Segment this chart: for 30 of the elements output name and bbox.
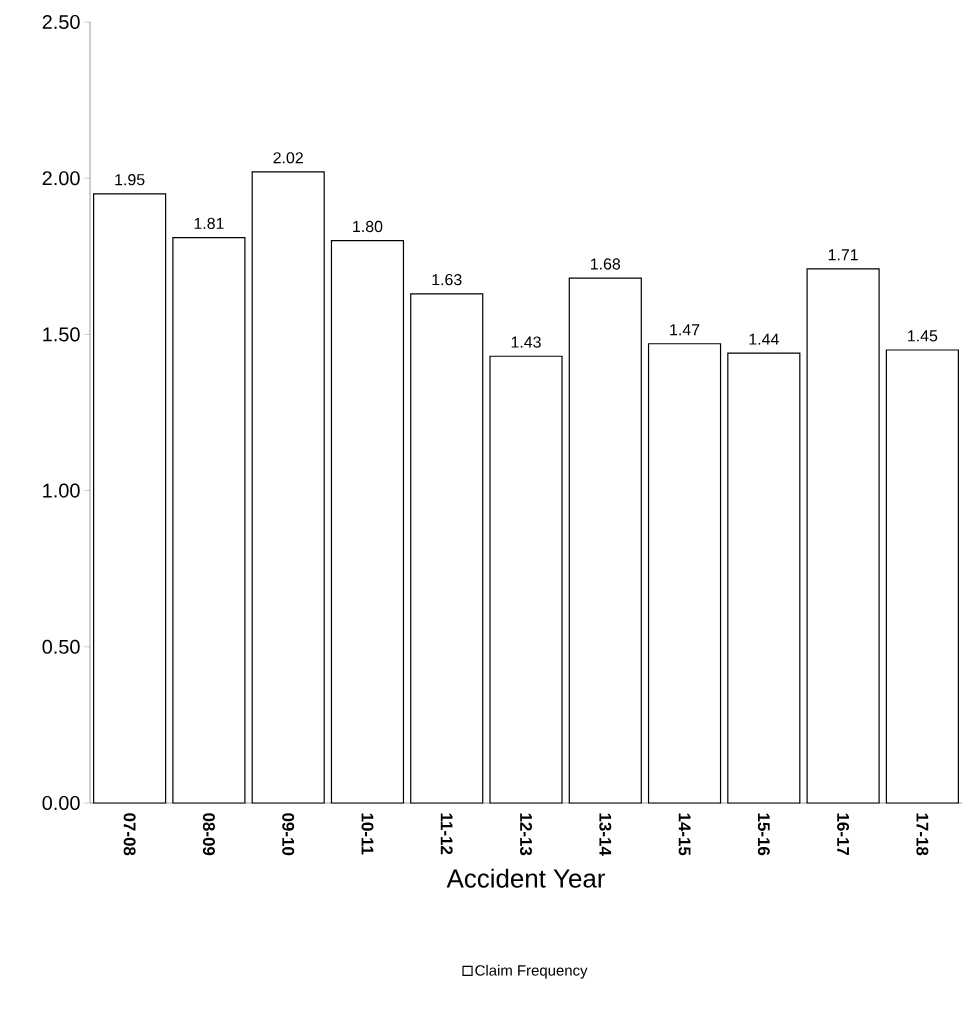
text: 1.63: [432, 273, 462, 286]
x-tick-label: 08-09: [202, 813, 215, 856]
x-tick-label: 17-18: [916, 813, 929, 856]
x-tick-label: 07-08: [123, 813, 136, 856]
x-tick-label: 15-16: [757, 813, 770, 856]
text: 1.80: [353, 220, 383, 233]
text: 1.43: [511, 336, 541, 348]
text: 1.68: [590, 258, 621, 270]
y-tick-label: 1.00: [43, 483, 80, 498]
y-tick-label: 2.50: [42, 14, 80, 30]
text: 1.47: [670, 324, 700, 336]
legend-label: Claim Frequency: [475, 964, 588, 979]
y-tick-label: 0.50: [42, 639, 80, 654]
x-tick-label: 12-13: [520, 813, 533, 856]
y-tick-label: 1.50: [43, 327, 80, 342]
text: 1.81: [194, 217, 224, 230]
x-tick-label: 10-11: [361, 813, 374, 855]
y-tick-label: 0.00: [42, 795, 80, 811]
x-tick-label: 14-15: [678, 813, 691, 856]
x-tick-label: 13-14: [599, 813, 612, 856]
text: 1.71: [828, 249, 858, 261]
x-tick-label: 09-10: [282, 813, 295, 856]
x-tick-label: 11-12: [440, 813, 453, 855]
text: 2.02: [273, 152, 303, 164]
text: 1.45: [908, 330, 938, 342]
x-tick-label: 16-17: [837, 813, 850, 856]
text: 1.44: [749, 333, 779, 345]
text: 1.95: [115, 174, 145, 186]
y-tick-label: 2.00: [42, 171, 80, 186]
x-axis-title: Accident Year: [446, 868, 606, 888]
